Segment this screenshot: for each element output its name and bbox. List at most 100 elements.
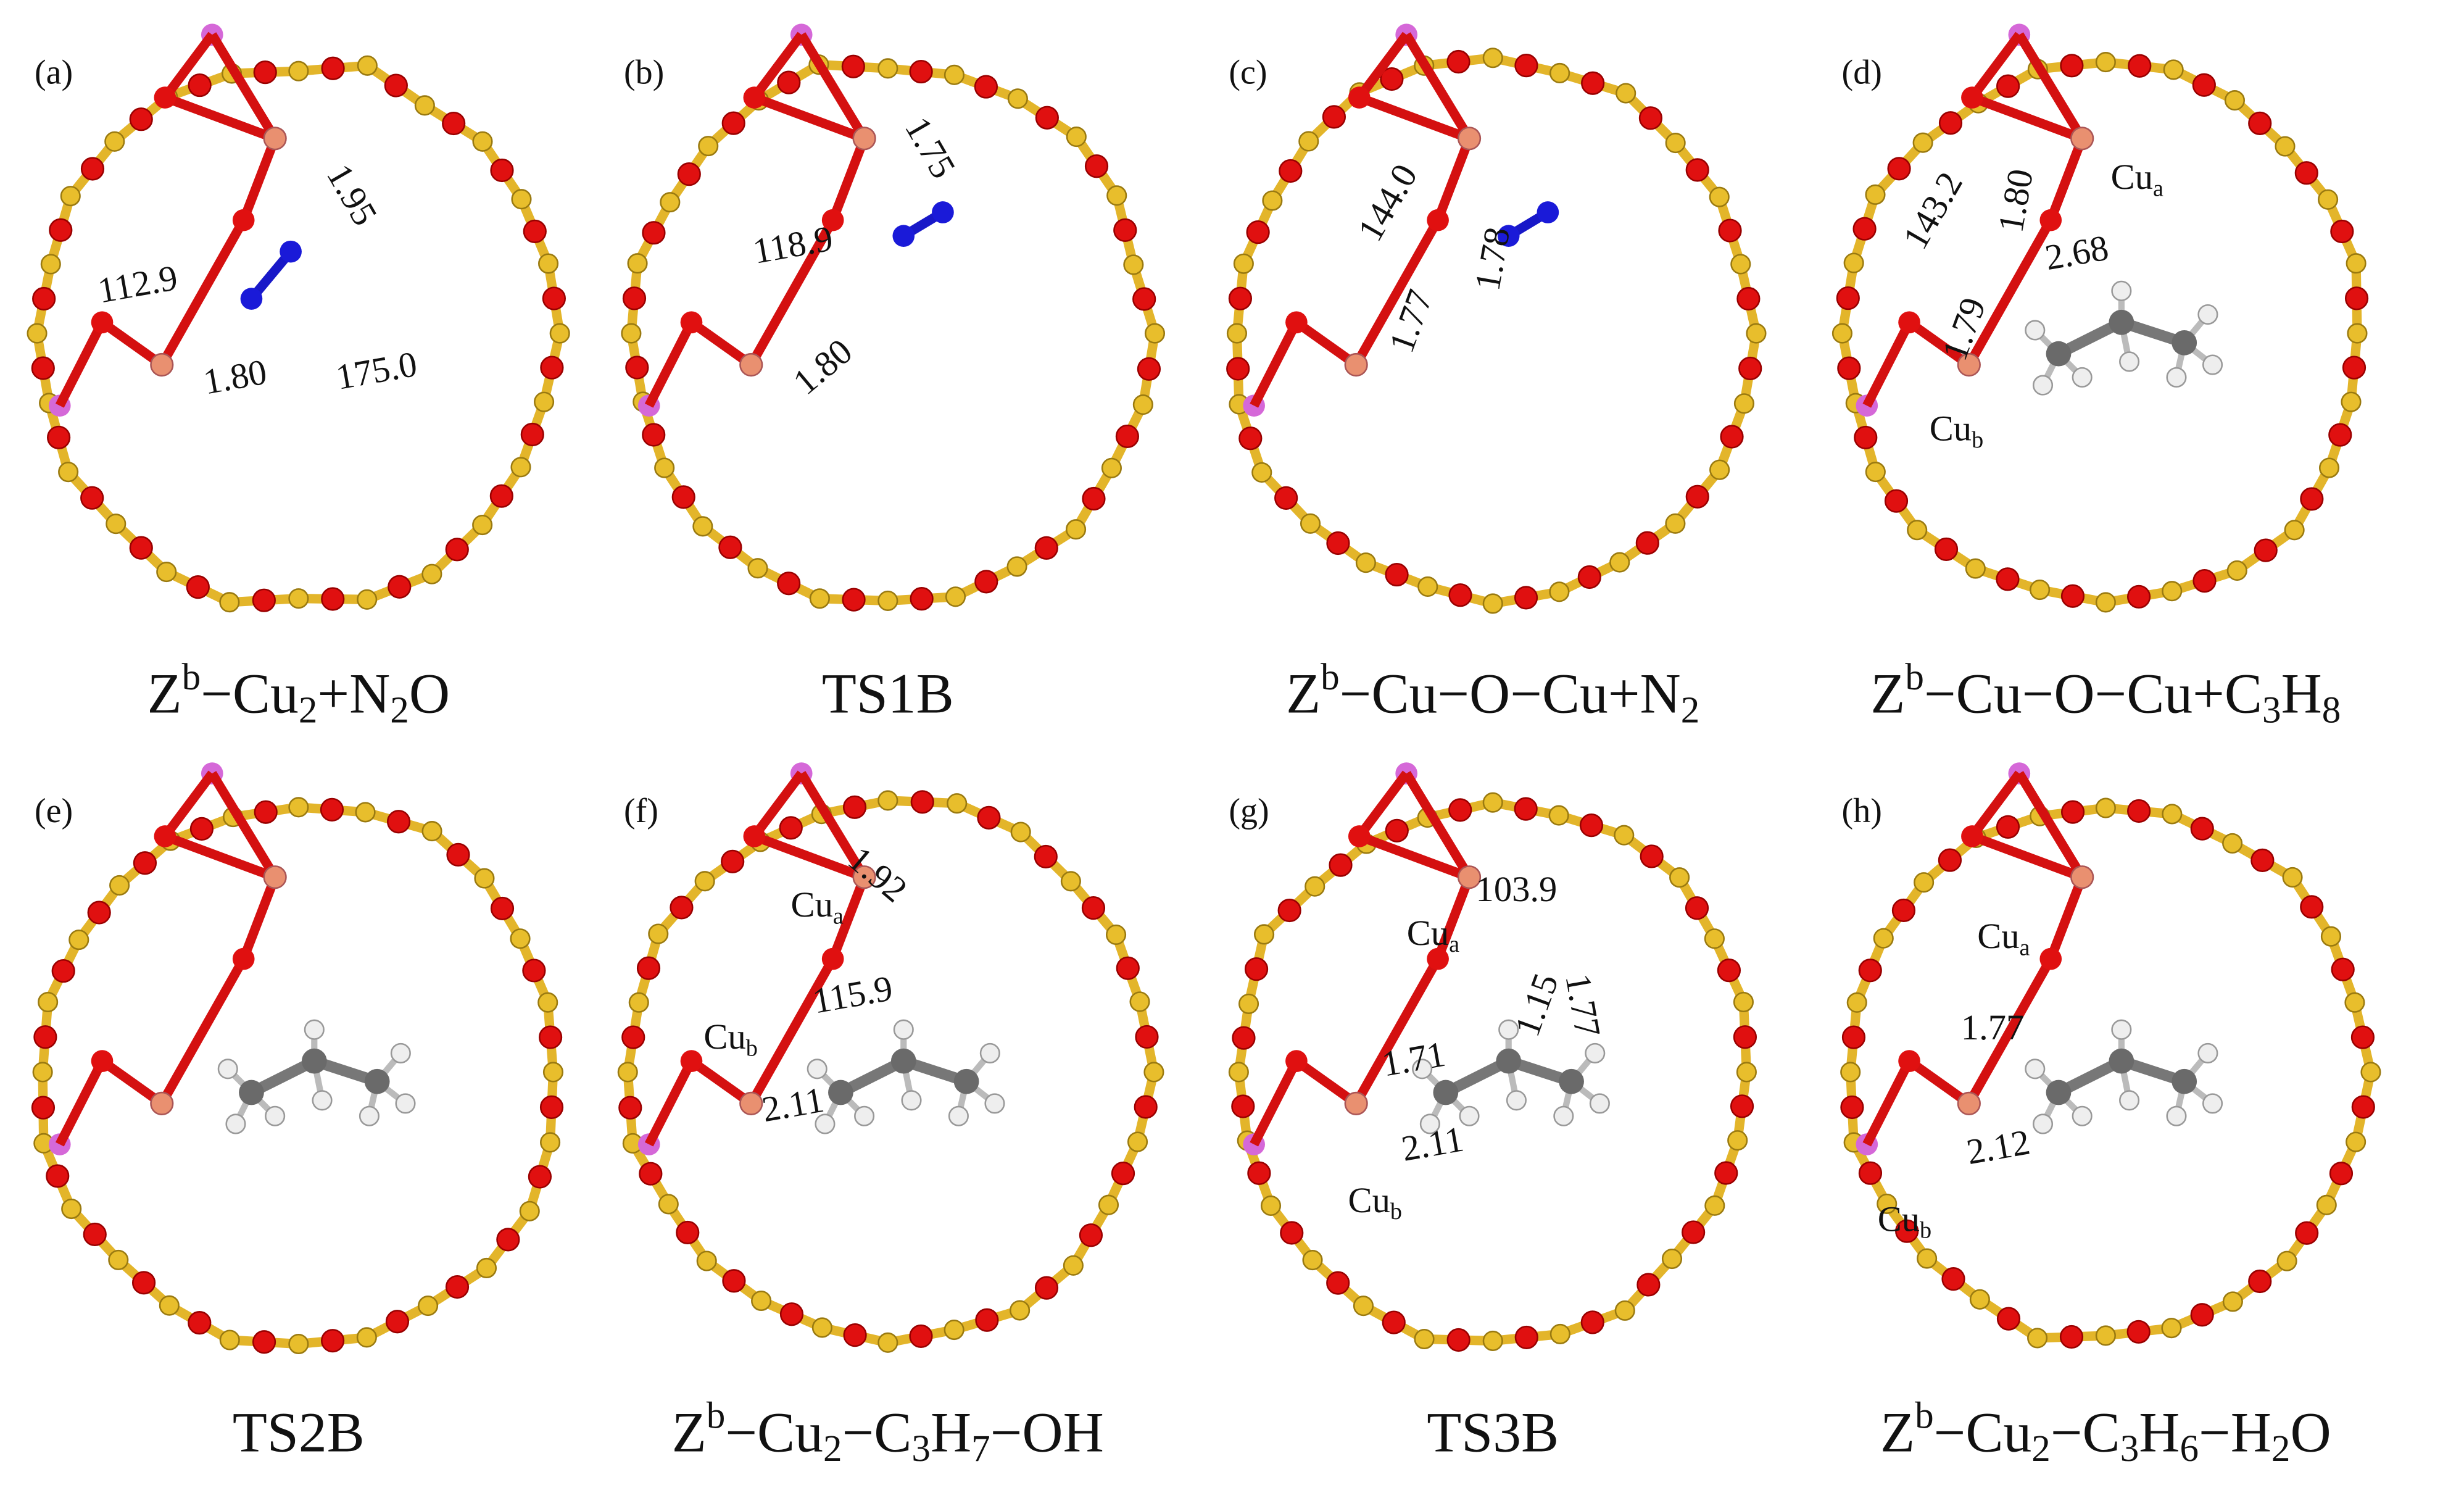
oxygen-atom bbox=[1961, 825, 1983, 847]
caption-part: b bbox=[182, 657, 201, 698]
silicon-atom bbox=[2095, 592, 2116, 613]
silicon-atom bbox=[108, 1249, 129, 1270]
oxygen-atom bbox=[1084, 154, 1109, 178]
hydrogen-atom bbox=[2166, 367, 2187, 388]
oxygen-atom bbox=[680, 1050, 703, 1072]
silicon-atom bbox=[648, 923, 669, 944]
silicon-atom bbox=[1865, 184, 1886, 205]
oxygen-atom bbox=[1034, 1276, 1059, 1300]
silicon-atom bbox=[654, 457, 675, 478]
oxygen-atom bbox=[1736, 286, 1761, 311]
copper-atom bbox=[150, 1091, 174, 1115]
oxygen-atom bbox=[2060, 584, 2085, 608]
silicon-atom bbox=[1709, 186, 1730, 207]
caption-part: O bbox=[409, 662, 450, 725]
oxygen-atom bbox=[1115, 424, 1139, 449]
silicon-atom bbox=[1106, 185, 1127, 206]
silicon-atom bbox=[1065, 519, 1087, 540]
copper-atom bbox=[1344, 1091, 1368, 1115]
oxygen-atom bbox=[542, 286, 566, 310]
panel-letter: (a) bbox=[35, 53, 73, 91]
silicon-atom bbox=[1127, 1131, 1148, 1152]
bond bbox=[644, 1059, 696, 1147]
oxygen-atom bbox=[1938, 111, 1963, 135]
oxygen-atom bbox=[87, 901, 111, 925]
caption-part: TS1B bbox=[822, 662, 954, 725]
hydrogen-atom bbox=[1589, 1093, 1610, 1114]
caption-part: 2 bbox=[390, 689, 409, 731]
oxygen-atom bbox=[2060, 800, 2085, 824]
hydrogen-atom bbox=[312, 1090, 333, 1111]
hydrogen-atom bbox=[2111, 1019, 2132, 1040]
oxygen-atom bbox=[1134, 1095, 1158, 1119]
oxygen-atom bbox=[1448, 798, 1472, 822]
caption-part: TS3B bbox=[1427, 1400, 1559, 1463]
oxygen-atom bbox=[1858, 959, 1882, 983]
silicon-atom bbox=[1549, 1323, 1570, 1344]
caption-part: b bbox=[1321, 657, 1340, 698]
oxygen-atom bbox=[1034, 536, 1058, 560]
bond bbox=[1968, 770, 2023, 839]
silicon-atom bbox=[472, 131, 493, 152]
structure-label: Cua bbox=[791, 885, 844, 930]
hydrogen-atom bbox=[984, 1093, 1005, 1114]
silicon-atom bbox=[1260, 1195, 1282, 1217]
bond bbox=[2046, 875, 2087, 961]
structure-label: 1.75 bbox=[897, 110, 964, 185]
silicon-atom bbox=[877, 1332, 898, 1353]
oxygen-atom bbox=[1279, 159, 1303, 183]
hydrogen-atom bbox=[390, 1042, 411, 1063]
silicon-atom bbox=[1616, 83, 1636, 104]
bond bbox=[1352, 217, 1442, 367]
oxygen-atom bbox=[129, 107, 153, 131]
oxygen-atom bbox=[743, 825, 766, 847]
silicon-atom bbox=[2275, 136, 2296, 157]
oxygen-atom bbox=[253, 60, 277, 85]
carbon-atom bbox=[239, 1080, 264, 1105]
oxygen-atom bbox=[1854, 425, 1878, 450]
oxygen-atom bbox=[2126, 1320, 2151, 1344]
bond bbox=[2015, 32, 2086, 141]
oxygen-atom bbox=[618, 1096, 642, 1120]
oxygen-atom bbox=[1082, 486, 1106, 511]
silicon-atom bbox=[472, 514, 493, 536]
silicon-atom bbox=[751, 1290, 772, 1312]
silicon-atom bbox=[2347, 323, 2368, 344]
silicon-atom bbox=[2284, 520, 2305, 541]
structure-label: Cub bbox=[703, 1017, 757, 1061]
oxygen-atom bbox=[975, 1308, 999, 1332]
oxygen-atom bbox=[446, 842, 470, 867]
silicon-atom bbox=[2320, 926, 2342, 947]
nitrogen-atom bbox=[892, 225, 915, 248]
carbon-atom bbox=[1496, 1048, 1522, 1074]
caption-part: 2 bbox=[299, 689, 318, 731]
structure-label: Cua bbox=[1977, 916, 2030, 960]
oxygen-atom bbox=[1329, 853, 1353, 877]
silicon-atom bbox=[2226, 560, 2247, 581]
silicon-atom bbox=[27, 323, 48, 344]
oxygen-atom bbox=[1961, 86, 1983, 109]
caption-part: 3 bbox=[2262, 689, 2281, 731]
silicon-atom bbox=[2276, 1250, 2297, 1271]
hydrogen-atom bbox=[2119, 1090, 2140, 1111]
silicon-atom bbox=[2163, 59, 2184, 80]
oxygen-atom bbox=[1280, 1221, 1304, 1245]
hydrogen-atom bbox=[395, 1093, 416, 1114]
oxygen-atom bbox=[1580, 1310, 1604, 1334]
oxygen-atom bbox=[31, 356, 55, 380]
oxygen-atom bbox=[1858, 1161, 1883, 1185]
oxygen-atom bbox=[1137, 357, 1161, 381]
silicon-atom bbox=[1007, 88, 1028, 109]
oxygen-atom bbox=[2039, 209, 2062, 231]
caption-part: +N bbox=[317, 662, 390, 725]
oxygen-atom bbox=[538, 1025, 563, 1049]
silicon-atom bbox=[540, 1132, 561, 1153]
oxygen-atom bbox=[1837, 356, 1861, 380]
oxygen-atom bbox=[718, 535, 742, 559]
oxygen-atom bbox=[2294, 161, 2318, 185]
oxygen-atom bbox=[2329, 1162, 2354, 1186]
oxygen-atom bbox=[721, 111, 745, 135]
bond bbox=[1965, 217, 2055, 367]
oxygen-atom bbox=[1427, 209, 1449, 231]
